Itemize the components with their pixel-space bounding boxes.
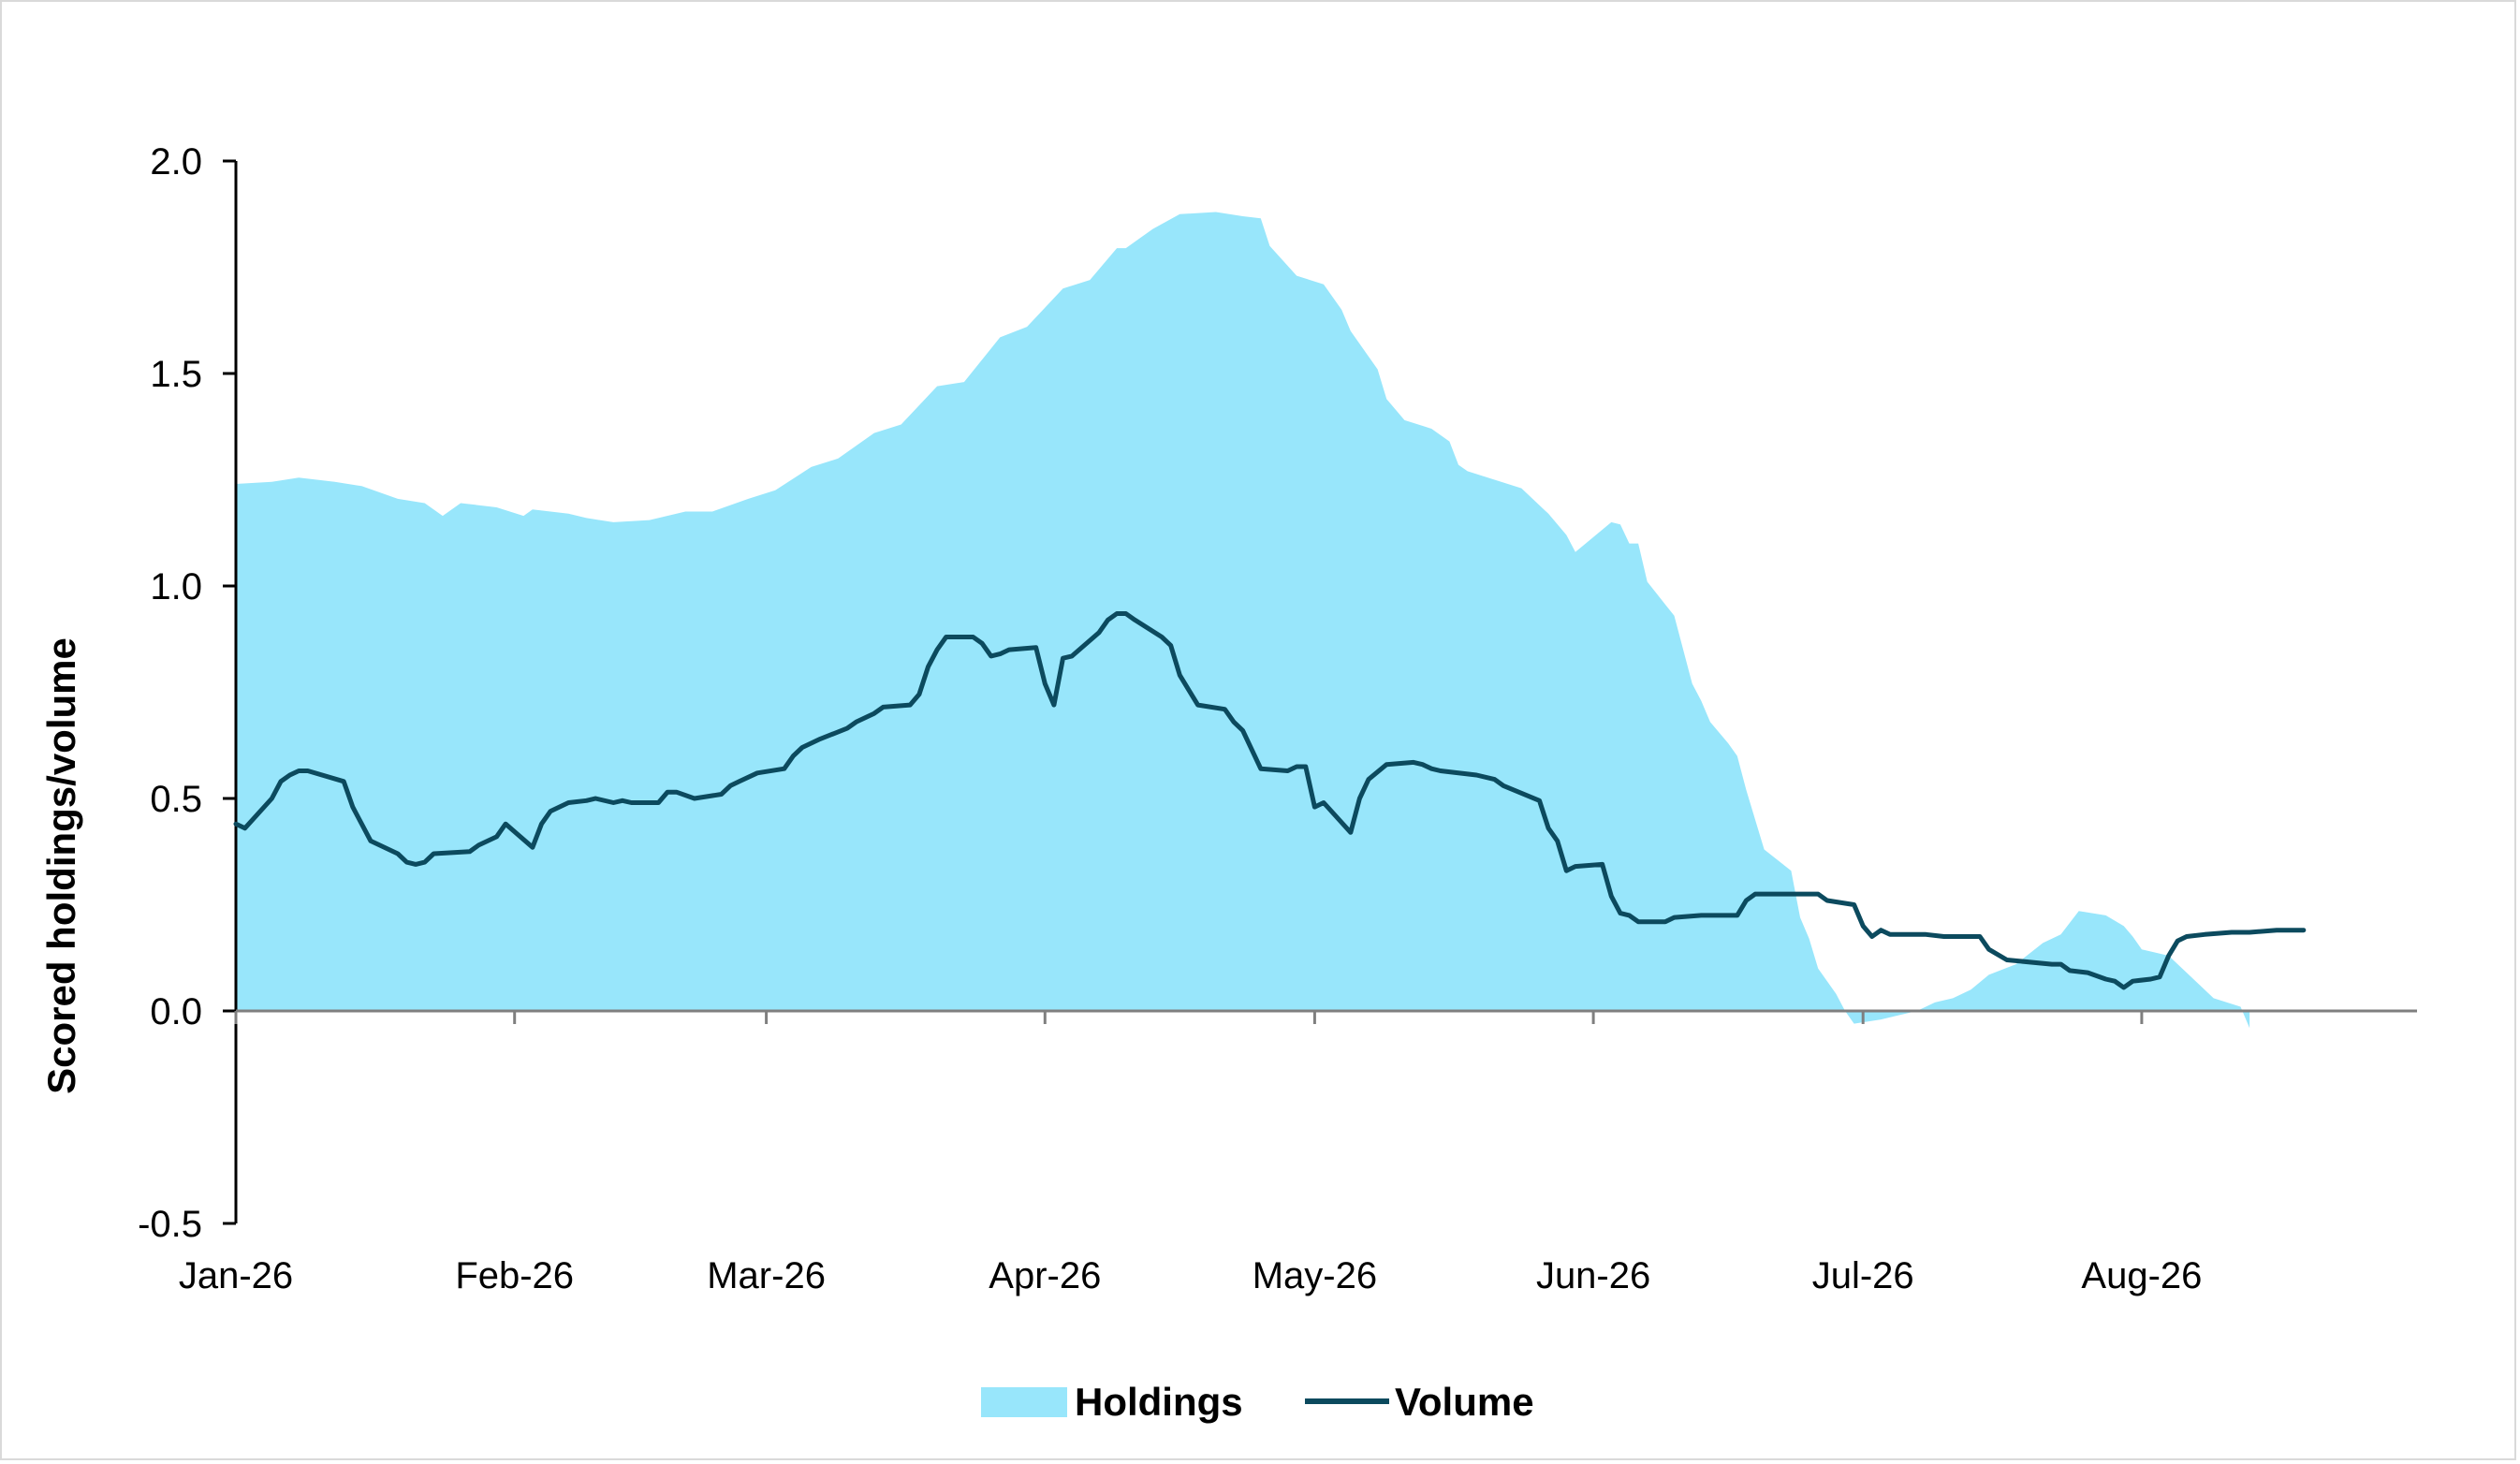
x-tick-label: Jul-26 xyxy=(1812,1255,1914,1296)
y-axis-title: Scored holdings/volume xyxy=(39,637,83,1094)
x-tick-label: Apr-26 xyxy=(989,1255,1101,1296)
y-tick-label: 0.0 xyxy=(150,991,202,1032)
x-tick-label: May-26 xyxy=(1253,1255,1377,1296)
axes-layer xyxy=(223,159,2417,1225)
y-tick-label: 2.0 xyxy=(150,141,202,183)
x-tick-labels: Jan-26 Feb-26 Mar-26 Apr-26 May-26 Jun-26 Jul-… xyxy=(179,1255,2203,1296)
holdings-area-layer xyxy=(236,212,2250,1029)
y-tick-label: 0.5 xyxy=(150,779,202,820)
y-tick-labels: -0.5 0.0 0.5 1.0 1.5 2.0 xyxy=(138,141,202,1245)
x-tick-label: Jun-26 xyxy=(1536,1255,1650,1296)
legend-label-holdings: Holdings xyxy=(1075,1380,1243,1424)
legend: Holdings Volume xyxy=(981,1380,1534,1424)
y-tick-label: 1.5 xyxy=(150,354,202,395)
holdings-area xyxy=(236,212,2250,1029)
legend-swatch-holdings xyxy=(981,1387,1067,1417)
y-tick-label: 1.0 xyxy=(150,566,202,608)
volume-line-layer xyxy=(233,611,2307,990)
volume-line xyxy=(233,611,2307,990)
x-tick-label: Feb-26 xyxy=(455,1255,574,1296)
x-tick-label: Aug-26 xyxy=(2081,1255,2202,1296)
legend-label-volume: Volume xyxy=(1395,1380,1534,1424)
x-tick-label: Jan-26 xyxy=(179,1255,293,1296)
y-tick-label: -0.5 xyxy=(138,1204,202,1245)
x-tick-label: Mar-26 xyxy=(707,1255,826,1296)
